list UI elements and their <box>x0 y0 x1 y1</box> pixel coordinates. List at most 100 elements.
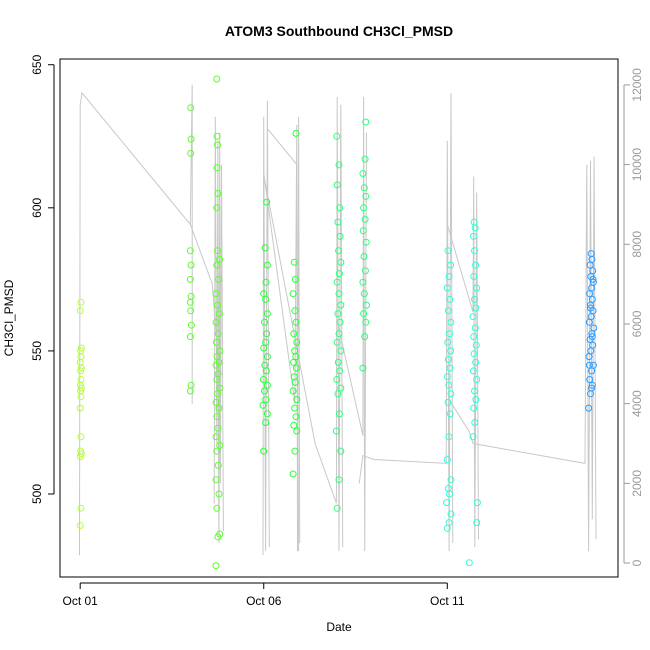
right-tick-label: 4000 <box>630 390 644 417</box>
data-point <box>291 307 299 315</box>
data-point <box>334 358 342 366</box>
data-point <box>472 261 480 269</box>
data-point <box>186 247 194 255</box>
data-point <box>262 419 270 426</box>
data-point <box>213 447 221 455</box>
data-point <box>359 278 367 286</box>
data-point <box>335 330 343 338</box>
data-point <box>589 341 597 349</box>
data-point <box>289 290 297 298</box>
data-point <box>77 433 85 441</box>
line-segment-0 <box>79 91 220 556</box>
data-point <box>213 204 221 212</box>
data-point <box>443 284 451 292</box>
chart-title: ATOM3 Southbound CH3Cl_PMSD <box>225 23 453 39</box>
data-point <box>213 353 221 361</box>
data-point <box>77 447 85 455</box>
line-segment-1 <box>189 84 193 404</box>
data-point <box>263 353 271 361</box>
data-point <box>291 404 299 412</box>
data-point <box>77 367 85 375</box>
data-point <box>359 170 367 177</box>
data-point <box>447 347 455 355</box>
data-point <box>186 275 194 283</box>
data-point <box>471 247 478 255</box>
data-point <box>585 404 593 412</box>
right-tick-label: 6000 <box>630 310 644 337</box>
data-point <box>334 390 342 398</box>
data-point <box>587 250 595 258</box>
data-point <box>362 118 370 126</box>
data-point <box>333 504 341 512</box>
data-point <box>212 398 220 406</box>
data-point <box>77 376 85 383</box>
data-point <box>473 376 481 383</box>
data-point <box>334 218 342 226</box>
data-point <box>291 275 299 283</box>
data-point <box>443 499 451 507</box>
data-point <box>337 301 345 309</box>
right-tick-label: 10000 <box>630 148 644 182</box>
data-point <box>289 470 297 478</box>
data-point <box>214 190 222 197</box>
data-point <box>588 333 596 341</box>
data-point <box>216 530 224 538</box>
data-point <box>187 149 195 157</box>
data-point <box>333 278 341 286</box>
data-point <box>215 275 223 283</box>
data-point <box>212 318 220 326</box>
data-point <box>471 324 479 332</box>
data-point <box>445 381 453 389</box>
data-point <box>465 559 473 567</box>
data-point <box>359 364 367 372</box>
data-point <box>333 338 341 346</box>
data-point <box>216 441 224 449</box>
data-point <box>214 370 222 378</box>
data-point <box>333 181 341 189</box>
data-point <box>77 353 85 361</box>
data-point <box>262 278 270 286</box>
data-point <box>333 376 341 383</box>
data-point <box>336 232 344 240</box>
data-point <box>187 261 195 269</box>
data-point <box>292 364 300 372</box>
right-tick-label: 0 <box>630 559 644 566</box>
y-tick-label: 500 <box>30 484 44 504</box>
data-point <box>213 164 221 172</box>
data-point <box>446 364 454 372</box>
data-point <box>216 384 224 392</box>
data-point <box>469 367 477 375</box>
data-point <box>447 261 455 269</box>
data-point <box>360 310 368 318</box>
y-axis: 500 550 600 650 <box>30 54 55 504</box>
data-point <box>216 347 224 355</box>
data-point <box>446 295 454 303</box>
data-point <box>337 258 345 266</box>
data-point <box>263 261 271 269</box>
data-point <box>259 376 267 383</box>
data-point <box>213 75 221 83</box>
data-point <box>335 290 343 298</box>
data-point <box>447 476 455 484</box>
data-point <box>360 253 368 260</box>
data-point <box>471 387 478 395</box>
data-point <box>77 344 85 352</box>
data-point <box>586 376 594 383</box>
data-point <box>212 338 220 346</box>
data-point <box>214 141 221 149</box>
data-point <box>293 396 301 404</box>
data-point <box>472 396 480 404</box>
data-point <box>335 270 343 278</box>
data-point <box>187 321 195 329</box>
data-point <box>588 384 596 392</box>
data-point <box>471 295 478 303</box>
data-point <box>360 290 368 298</box>
data-point <box>335 161 343 169</box>
data-point <box>335 476 343 484</box>
data-point <box>261 387 268 395</box>
data-point <box>290 373 298 381</box>
data-point <box>293 427 301 435</box>
data-point <box>470 218 478 226</box>
data-point <box>336 204 344 212</box>
data-point <box>76 307 84 315</box>
